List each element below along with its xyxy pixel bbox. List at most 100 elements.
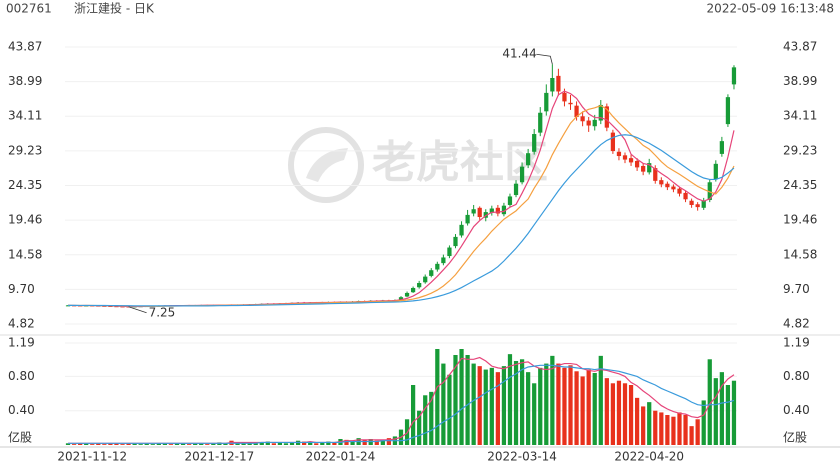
- volume-bar: [374, 440, 379, 445]
- volume-bar: [386, 438, 392, 445]
- volume-bar: [102, 444, 107, 445]
- volume-bar: [501, 366, 507, 445]
- volume-bar: [604, 378, 609, 445]
- annotation-line: [536, 53, 553, 65]
- volume-bar: [162, 443, 168, 445]
- volume-bar: [429, 391, 434, 445]
- volume-bar: [556, 363, 561, 445]
- volume-bar: [180, 443, 186, 445]
- volume-bar: [78, 443, 83, 445]
- candle-body: [465, 214, 470, 224]
- candle-body: [526, 153, 531, 166]
- y-tick-label: 9.70: [783, 282, 810, 296]
- x-tick-label: 2021-12-17: [185, 450, 255, 464]
- volume-bar: [526, 372, 531, 445]
- x-tick-label: 2022-04-20: [614, 450, 684, 464]
- candle-body: [453, 236, 458, 247]
- candle-body: [689, 200, 694, 205]
- candle-body: [404, 292, 410, 297]
- volume-bar: [677, 412, 682, 445]
- watermark-logo-mark: [306, 148, 348, 182]
- volume-bar: [71, 444, 77, 445]
- y-tick-label: 14.58: [783, 247, 817, 261]
- volume-unit: 亿股: [8, 430, 32, 445]
- volume-bar: [332, 442, 337, 445]
- volume-bar: [731, 380, 737, 445]
- volume-bar: [144, 443, 149, 445]
- volume-bar: [471, 363, 476, 445]
- volume-bar: [96, 443, 101, 445]
- volume-bar: [562, 367, 567, 445]
- watermark: 老虎社区: [288, 127, 548, 203]
- candle-body: [538, 112, 543, 133]
- chart-title: 浙江建投 - 日K: [74, 1, 155, 16]
- candle-body: [410, 287, 416, 293]
- volume-bar: [271, 443, 276, 445]
- volume-bar: [289, 442, 295, 445]
- volume-bar: [550, 355, 555, 445]
- volume-bar: [489, 367, 494, 445]
- volume-bar: [665, 415, 670, 445]
- volume-bar: [211, 443, 216, 445]
- candle-body: [471, 209, 476, 214]
- volume-bar: [689, 426, 694, 445]
- volume-bar: [132, 443, 137, 445]
- candle-body: [647, 163, 652, 173]
- volume-average-line: [68, 364, 735, 444]
- candle-body: [441, 257, 446, 264]
- y-tick-label: 38.99: [783, 74, 817, 88]
- timestamp: 2022-05-09 16:13:48: [707, 2, 834, 16]
- candle-body: [532, 134, 537, 152]
- candle-body: [501, 205, 507, 215]
- candle-body: [398, 297, 404, 301]
- y-tick-label: 0.40: [8, 403, 35, 417]
- volume-bar: [610, 383, 616, 445]
- candle-body: [616, 151, 622, 157]
- candle-body: [628, 158, 634, 163]
- volume-bar: [695, 419, 700, 445]
- volume-bar: [495, 372, 500, 445]
- volume-bar: [417, 410, 422, 445]
- y-tick-label: 29.23: [783, 143, 817, 157]
- volume-bar: [683, 415, 688, 445]
- candle-body: [483, 212, 488, 218]
- volume-bar: [168, 444, 174, 445]
- volume-bar: [120, 444, 125, 445]
- candle-body: [417, 282, 422, 288]
- volume-bar: [483, 369, 488, 445]
- y-tick-label: 34.11: [783, 109, 817, 123]
- volume-bar: [308, 442, 313, 445]
- candle-body: [459, 224, 464, 236]
- candle-body: [102, 305, 107, 307]
- candle-body: [495, 207, 500, 214]
- x-tick-label: 2022-01-24: [306, 450, 376, 464]
- x-tick-label: 2022-03-14: [487, 450, 557, 464]
- volume-bar: [713, 378, 718, 445]
- volume-bar: [241, 443, 246, 445]
- candle-body: [725, 97, 731, 125]
- x-tick-label: 2021-11-12: [57, 450, 127, 464]
- volume-bar: [156, 443, 161, 445]
- volume-bar: [314, 443, 319, 445]
- candle-body: [671, 186, 676, 190]
- candle-body: [556, 75, 561, 92]
- candle-body: [659, 180, 664, 185]
- volume-bar: [628, 385, 634, 445]
- volume-bar: [223, 443, 228, 445]
- candle-body: [507, 196, 513, 205]
- candle-body: [513, 183, 519, 196]
- candle-body: [653, 168, 658, 181]
- volume-bar: [641, 406, 646, 445]
- candle-body: [550, 77, 555, 92]
- volume-bar: [205, 444, 210, 445]
- candle-body: [701, 200, 706, 208]
- candle-body: [447, 247, 452, 257]
- y-tick-label: 43.87: [783, 40, 817, 54]
- candle-body: [677, 188, 682, 194]
- volume-bar: [84, 443, 89, 445]
- annotation-line: [128, 306, 147, 314]
- y-tick-label: 4.82: [8, 317, 35, 331]
- volume-bar: [174, 443, 180, 445]
- y-tick-label: 4.82: [783, 317, 810, 331]
